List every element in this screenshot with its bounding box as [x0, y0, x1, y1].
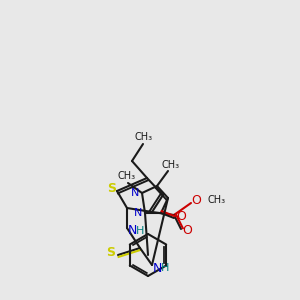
- Text: S: S: [107, 182, 116, 196]
- Text: H: H: [161, 263, 169, 273]
- Text: N: N: [134, 208, 142, 218]
- Text: H: H: [136, 226, 144, 236]
- Text: CH₃: CH₃: [135, 132, 153, 142]
- Text: N: N: [127, 224, 137, 238]
- Text: N: N: [131, 188, 139, 198]
- Text: CH₃: CH₃: [207, 195, 225, 205]
- Text: CH₃: CH₃: [118, 171, 136, 181]
- Text: O: O: [176, 211, 186, 224]
- Text: O: O: [191, 194, 201, 206]
- Text: S: S: [106, 247, 116, 260]
- Text: CH₃: CH₃: [162, 160, 180, 170]
- Text: O: O: [182, 224, 192, 236]
- Text: N: N: [152, 262, 162, 275]
